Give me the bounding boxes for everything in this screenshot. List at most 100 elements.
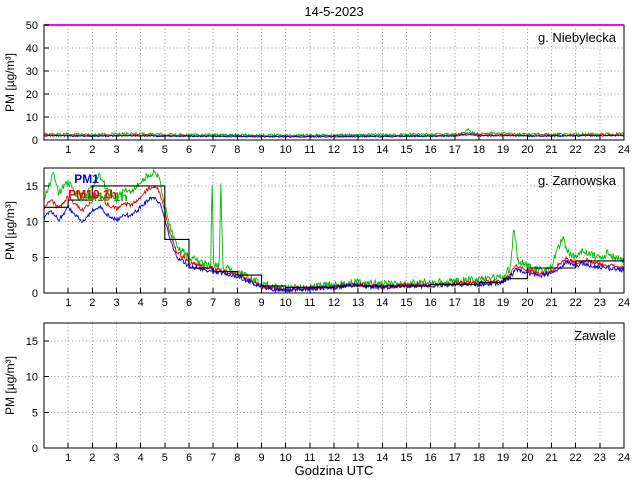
x-tick-label: 17 (449, 144, 461, 156)
y-tick-label: 5 (32, 252, 38, 264)
x-tick-label: 20 (521, 144, 533, 156)
y-tick-label: 0 (32, 288, 38, 300)
x-tick-label: 8 (234, 297, 240, 309)
grid (44, 25, 624, 140)
x-tick-label: 21 (545, 297, 557, 309)
y-tick-label: 30 (26, 66, 38, 78)
x-tick-label: 5 (162, 297, 168, 309)
x-tick-label: 7 (210, 297, 216, 309)
x-tick-label: 22 (570, 297, 582, 309)
y-axis-label: PM [µg/m³] (3, 53, 17, 112)
x-tick-label: 12 (328, 452, 340, 464)
x-tick-label: 19 (497, 297, 509, 309)
panel-frame (43, 322, 625, 449)
x-tick-label: 2 (89, 452, 95, 464)
x-tick-label: 22 (570, 452, 582, 464)
legend-text-pm10-1h: PM10 1h (68, 188, 117, 202)
x-tick-label: 13 (352, 297, 364, 309)
x-tick-label: 21 (545, 144, 557, 156)
chart-title: 14-5-2023 (304, 4, 364, 19)
x-tick-label: 12 (328, 297, 340, 309)
y-axis-label: PM [µg/m³] (3, 201, 17, 260)
x-tick-label: 4 (138, 297, 144, 309)
x-tick-label: 1 (65, 144, 71, 156)
x-tick-label: 3 (113, 452, 119, 464)
x-axis-label: Godzina UTC (294, 463, 374, 478)
y-tick-label: 10 (26, 112, 38, 124)
x-tick-label: 9 (258, 452, 264, 464)
x-tick-label: 16 (425, 144, 437, 156)
grid (44, 323, 624, 448)
y-tick-label: 40 (26, 43, 38, 55)
x-tick-label: 2 (89, 144, 95, 156)
x-tick-label: 1 (65, 452, 71, 464)
x-tick-label: 19 (497, 452, 509, 464)
axis-ticks (44, 185, 625, 294)
x-tick-label: 14 (376, 297, 388, 309)
x-tick-label: 23 (594, 452, 606, 464)
y-tick-label: 50 (26, 20, 38, 32)
axis-ticks (44, 340, 625, 449)
x-tick-label: 10 (280, 452, 292, 464)
x-tick-label: 5 (162, 452, 168, 464)
y-tick-label: 0 (32, 135, 38, 147)
x-tick-label: 4 (138, 452, 144, 464)
x-tick-label: 20 (521, 297, 533, 309)
y-tick-label: 10 (26, 372, 38, 384)
legend-text-pm10-1h: PM10 1h (79, 190, 128, 204)
x-tick-label: 22 (570, 144, 582, 156)
x-tick-label: 16 (425, 297, 437, 309)
y-axis-label: PM [µg/m³] (3, 356, 17, 415)
station-label: Zawale (574, 328, 616, 343)
y-tick-label: 15 (26, 336, 38, 348)
x-tick-label: 5 (162, 144, 168, 156)
x-tick-label: 11 (304, 144, 315, 156)
x-tick-label: 16 (425, 452, 437, 464)
axis-ticks (44, 24, 625, 141)
grid (44, 168, 624, 293)
x-tick-label: 6 (186, 144, 192, 156)
x-tick-label: 17 (449, 452, 461, 464)
x-tick-label: 9 (258, 144, 264, 156)
y-tick-label: 10 (26, 217, 38, 229)
series-pm10 (44, 127, 624, 138)
x-tick-label: 3 (113, 297, 119, 309)
x-tick-label: 20 (521, 452, 533, 464)
x-tick-label: 9 (258, 297, 264, 309)
y-tick-label: 15 (26, 181, 38, 193)
x-tick-label: 8 (234, 452, 240, 464)
station-label: g. Zarnowska (538, 173, 617, 188)
x-tick-label: 18 (473, 144, 485, 156)
series-hourly-step (44, 185, 624, 288)
x-tick-label: 18 (473, 297, 485, 309)
y-tick-label: 5 (32, 407, 38, 419)
x-tick-label: 7 (210, 452, 216, 464)
x-tick-label: 24 (618, 144, 630, 156)
x-tick-label: 8 (234, 144, 240, 156)
x-tick-label: 11 (304, 297, 315, 309)
series-pm1 (44, 196, 624, 293)
x-tick-label: 14 (376, 144, 388, 156)
x-tick-label: 17 (449, 297, 461, 309)
x-tick-label: 13 (352, 452, 364, 464)
x-tick-label: 10 (280, 144, 292, 156)
y-tick-label: 0 (32, 443, 38, 455)
x-tick-label: 11 (304, 452, 315, 464)
x-tick-label: 15 (400, 452, 412, 464)
x-tick-label: 1 (65, 297, 71, 309)
x-tick-label: 21 (545, 452, 557, 464)
x-tick-label: 6 (186, 297, 192, 309)
x-tick-label: 6 (186, 452, 192, 464)
x-tick-label: 14 (376, 452, 388, 464)
x-tick-label: 23 (594, 297, 606, 309)
x-tick-label: 10 (280, 297, 292, 309)
x-tick-label: 24 (618, 452, 630, 464)
legend-text-pm1: PM1 (74, 172, 99, 186)
x-tick-label: 4 (138, 144, 144, 156)
x-tick-label: 18 (473, 452, 485, 464)
